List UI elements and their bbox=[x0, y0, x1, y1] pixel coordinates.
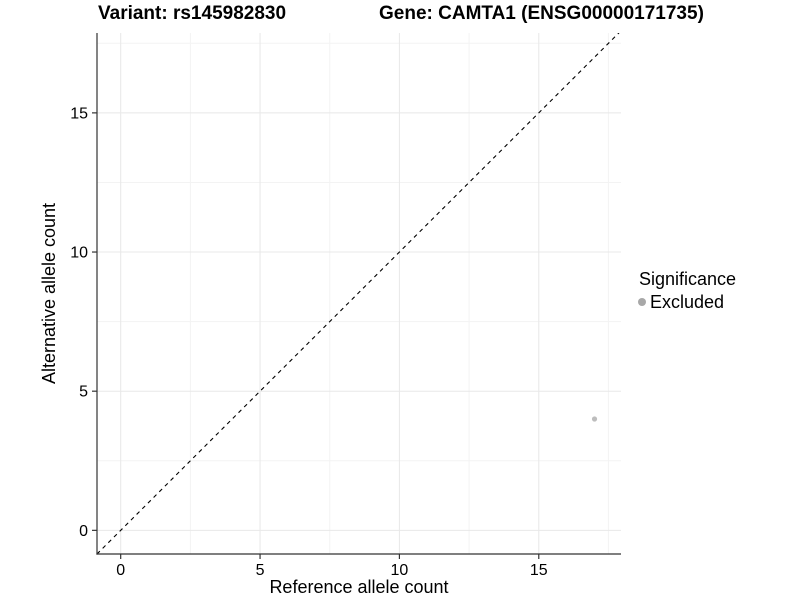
x-tick-labels: 0 5 10 15 bbox=[116, 562, 548, 579]
x-tick-label: 0 bbox=[116, 562, 125, 579]
identity-line bbox=[97, 33, 620, 554]
y-tick-labels: 0 5 10 15 bbox=[70, 105, 88, 539]
data-points bbox=[591, 416, 598, 422]
legend-title: Significance bbox=[639, 269, 737, 289]
y-axis-title: Alternative allele count bbox=[39, 203, 59, 384]
legend-item-label: Excluded bbox=[650, 292, 725, 312]
variant-title: Variant: rs145982830 bbox=[98, 3, 287, 24]
axis-titles: Reference allele count Alternative allele… bbox=[39, 203, 449, 597]
minor-gridlines bbox=[97, 33, 621, 554]
gene-title: Gene: CAMTA1 (ENSG00000171735) bbox=[379, 3, 704, 24]
y-tick-label: 10 bbox=[70, 245, 88, 262]
x-tick-label: 5 bbox=[256, 562, 265, 579]
legend-key-dot-icon bbox=[638, 298, 646, 306]
x-tick-label: 10 bbox=[391, 562, 409, 579]
axis-lines bbox=[96, 33, 621, 555]
major-gridlines bbox=[97, 33, 621, 554]
x-tick-label: 15 bbox=[530, 562, 548, 579]
y-tick-label: 0 bbox=[79, 523, 88, 540]
legend-item-excluded: Excluded bbox=[634, 291, 736, 313]
tick-marks bbox=[92, 112, 540, 559]
data-point bbox=[591, 416, 598, 422]
x-axis-title: Reference allele count bbox=[269, 577, 448, 597]
y-tick-label: 5 bbox=[79, 384, 88, 401]
y-tick-label: 15 bbox=[70, 105, 88, 122]
legend: Significance Excluded bbox=[634, 268, 736, 313]
